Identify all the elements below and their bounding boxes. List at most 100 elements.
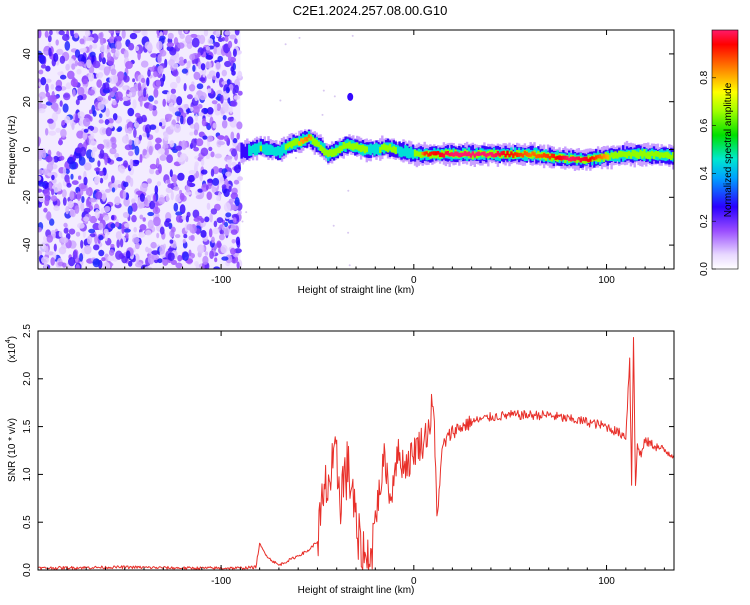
noise-speckle — [132, 78, 136, 83]
noise-speckle — [225, 171, 232, 177]
noise-speckle — [225, 212, 232, 218]
ridge-cell — [300, 139, 303, 146]
ridge-cell — [383, 143, 386, 150]
ridge-cell — [587, 158, 590, 163]
noise-speckle — [67, 200, 74, 209]
noise-speckle — [77, 111, 85, 119]
noise-speckle — [175, 215, 183, 223]
ridge-cell — [413, 149, 417, 157]
noise-speckle — [122, 190, 127, 200]
noise-speckle — [92, 43, 98, 49]
noise-speckle — [80, 202, 85, 212]
noise-speckle — [159, 244, 166, 255]
ridge-cell — [521, 153, 525, 158]
noise-speckle — [147, 219, 154, 229]
ridge-cell — [500, 151, 503, 156]
noise-speckle — [113, 74, 119, 84]
ridge-cell — [596, 155, 600, 162]
noise-speckle — [170, 93, 175, 99]
noise-speckle — [45, 155, 53, 163]
bottom-ytick-label: 2.5 — [22, 324, 33, 338]
ridge-cell — [278, 146, 282, 158]
noise-speckle — [211, 100, 218, 105]
noise-speckle — [183, 58, 187, 64]
top-xtick-label: 100 — [598, 275, 615, 286]
noise-speckle — [79, 38, 85, 45]
ridge-cell — [271, 145, 274, 155]
noise-speckle — [145, 246, 149, 253]
noise-speckle — [119, 96, 123, 102]
noise-speckle — [149, 200, 156, 210]
noise-speckle — [224, 35, 229, 42]
noise-speckle — [64, 40, 71, 51]
ridge-cell — [406, 146, 409, 159]
noise-speckle — [162, 73, 166, 82]
ridge-cell — [275, 146, 278, 157]
noise-speckle — [177, 172, 185, 181]
noise-speckle — [190, 106, 194, 112]
ridge-cell — [625, 152, 629, 159]
noise-speckle — [81, 75, 88, 85]
bottom-xtick-label: 0 — [411, 576, 417, 587]
ridge-cell — [541, 154, 544, 158]
ridge-cell — [645, 152, 648, 159]
ridge-cell — [579, 157, 582, 163]
noise-speckle — [155, 79, 161, 87]
noise-speckle — [200, 169, 208, 175]
bottom-y-scale: (x104) — [5, 336, 18, 363]
noise-speckle — [122, 96, 130, 102]
ridge-cell — [670, 154, 673, 160]
colorbar-tick-label: 0.8 — [699, 70, 710, 84]
top-ytick-label: -20 — [22, 190, 33, 205]
noise-speckle — [105, 127, 112, 137]
bottom-ylabel: SNR (10 * v/v) — [7, 418, 18, 482]
noise-speckle — [162, 98, 166, 107]
noise-speckle — [143, 87, 147, 98]
ridge-cell — [365, 146, 368, 153]
bottom-ytick-label: 1.0 — [22, 467, 33, 481]
noise-speckle — [104, 156, 108, 166]
noise-speckle — [58, 230, 63, 238]
noise-speckle — [194, 113, 199, 122]
noise-speckle — [172, 63, 179, 69]
noise-speckle — [55, 127, 61, 133]
noise-speckle — [140, 60, 149, 68]
noise-speckle — [169, 140, 175, 148]
ridge-cell — [332, 149, 336, 157]
ridge-cell — [440, 152, 444, 157]
bottom-y-scale-base: (x10 — [7, 343, 18, 363]
noise-speckle — [99, 177, 104, 184]
ridge-cell — [529, 153, 532, 157]
noise-speckle — [60, 128, 67, 138]
noise-speckle — [68, 257, 76, 267]
noise-speckle — [128, 260, 133, 267]
noise-speckle — [193, 71, 201, 80]
noise-speckle — [207, 38, 214, 45]
ridge-cell — [265, 143, 268, 156]
noise-speckle — [214, 102, 218, 113]
noise-speckle — [60, 237, 69, 244]
noise-speckle — [112, 86, 118, 93]
ridge-cell — [394, 147, 397, 155]
top-xlabel: Height of straight line (km) — [298, 285, 415, 296]
noise-speckle — [114, 221, 120, 228]
ridge-cell — [554, 156, 557, 160]
noise-speckle — [101, 193, 107, 202]
ridge-cell — [411, 149, 415, 160]
noise-speckle — [202, 135, 208, 140]
ridge-cell — [400, 146, 403, 158]
bottom-plot-frame — [37, 330, 675, 571]
noise-speckle — [125, 232, 129, 239]
noise-speckle — [225, 155, 233, 160]
noise-speckle — [183, 83, 187, 92]
ridge-cell — [602, 153, 606, 159]
ridge-cell — [566, 156, 569, 161]
noise-speckle — [142, 148, 147, 156]
noise-speckle — [139, 214, 144, 220]
noise-speckle — [202, 255, 209, 265]
ridge-cell — [313, 138, 316, 146]
noise-speckle — [191, 138, 197, 148]
noise-speckle — [175, 234, 181, 239]
ridge-cell — [575, 157, 579, 164]
ridge-cell — [251, 144, 255, 154]
